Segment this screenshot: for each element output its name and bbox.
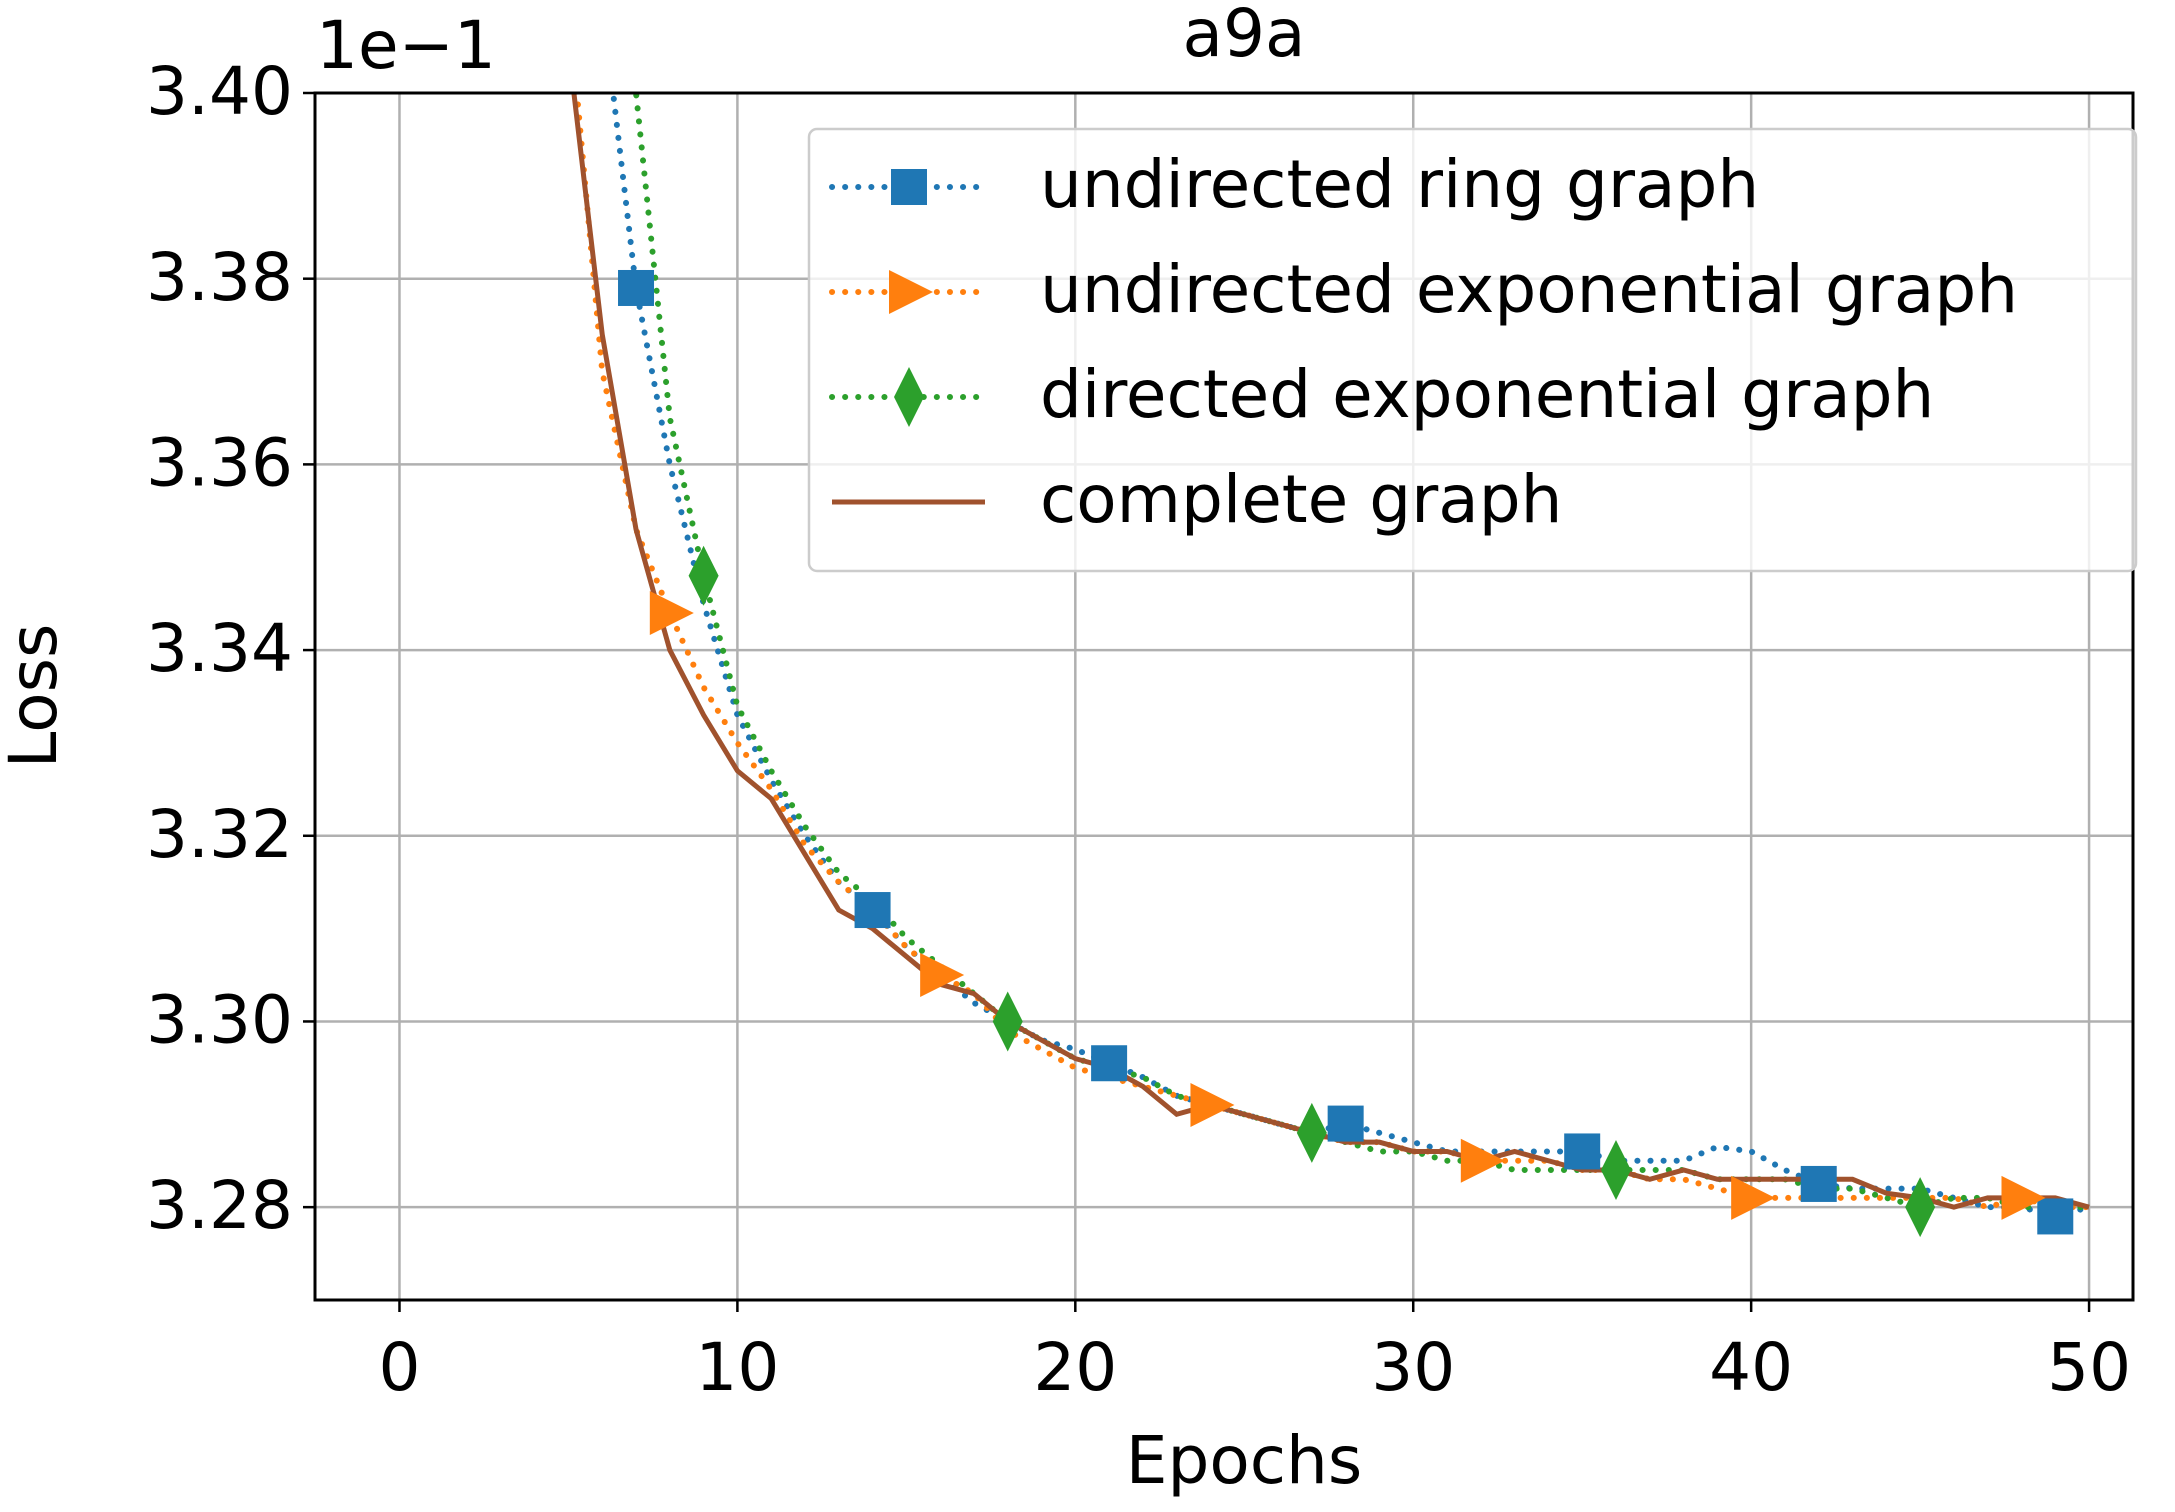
y-tick-label: 3.36 — [146, 424, 293, 501]
x-axis-label: Epochs — [1126, 1422, 1362, 1499]
y-tick-label: 3.34 — [146, 610, 293, 687]
offset-text: 1e−1 — [316, 7, 496, 84]
marker — [891, 169, 927, 205]
marker — [1190, 1083, 1235, 1128]
y-tick-label: 3.32 — [146, 796, 293, 873]
legend-label: undirected ring graph — [1040, 146, 1759, 223]
marker — [1905, 1177, 1936, 1238]
plot-frame — [313, 91, 2135, 1302]
marker — [992, 991, 1023, 1052]
marker — [1091, 1045, 1128, 1082]
marker — [1296, 1102, 1327, 1163]
marker — [894, 367, 924, 427]
marker — [1800, 1165, 1837, 1202]
chart-title: a9a — [1183, 0, 1306, 72]
x-tick-label: 10 — [695, 1329, 779, 1406]
y-tick-label: 3.28 — [146, 1167, 293, 1244]
x-tick-label: 40 — [1709, 1329, 1793, 1406]
marker — [920, 953, 965, 998]
x-tick-label: 30 — [1371, 1329, 1455, 1406]
marker — [889, 270, 933, 314]
marker — [649, 590, 694, 635]
legend-label: complete graph — [1040, 461, 1562, 538]
y-tick-label: 3.30 — [146, 982, 293, 1059]
marker — [2037, 1198, 2074, 1235]
marker — [618, 269, 655, 306]
marker — [1460, 1138, 1505, 1183]
legend-box — [807, 127, 2138, 573]
y-tick-label: 3.38 — [146, 239, 293, 316]
x-tick-label: 20 — [1033, 1329, 1117, 1406]
marker — [854, 892, 891, 929]
marker — [1564, 1133, 1601, 1170]
marker — [1327, 1105, 1364, 1142]
legend-label: directed exponential graph — [1040, 356, 1934, 433]
y-tick-label: 3.40 — [146, 53, 293, 130]
marker — [688, 545, 719, 606]
marker — [2001, 1175, 2046, 1220]
marker — [1600, 1140, 1631, 1201]
x-tick-label: 0 — [378, 1329, 420, 1406]
y-axis-label: Loss — [0, 624, 72, 769]
x-tick-label: 50 — [2047, 1329, 2131, 1406]
legend-label: undirected exponential graph — [1040, 251, 2018, 328]
series-line — [573, 93, 2093, 1211]
marker — [1731, 1175, 1776, 1220]
